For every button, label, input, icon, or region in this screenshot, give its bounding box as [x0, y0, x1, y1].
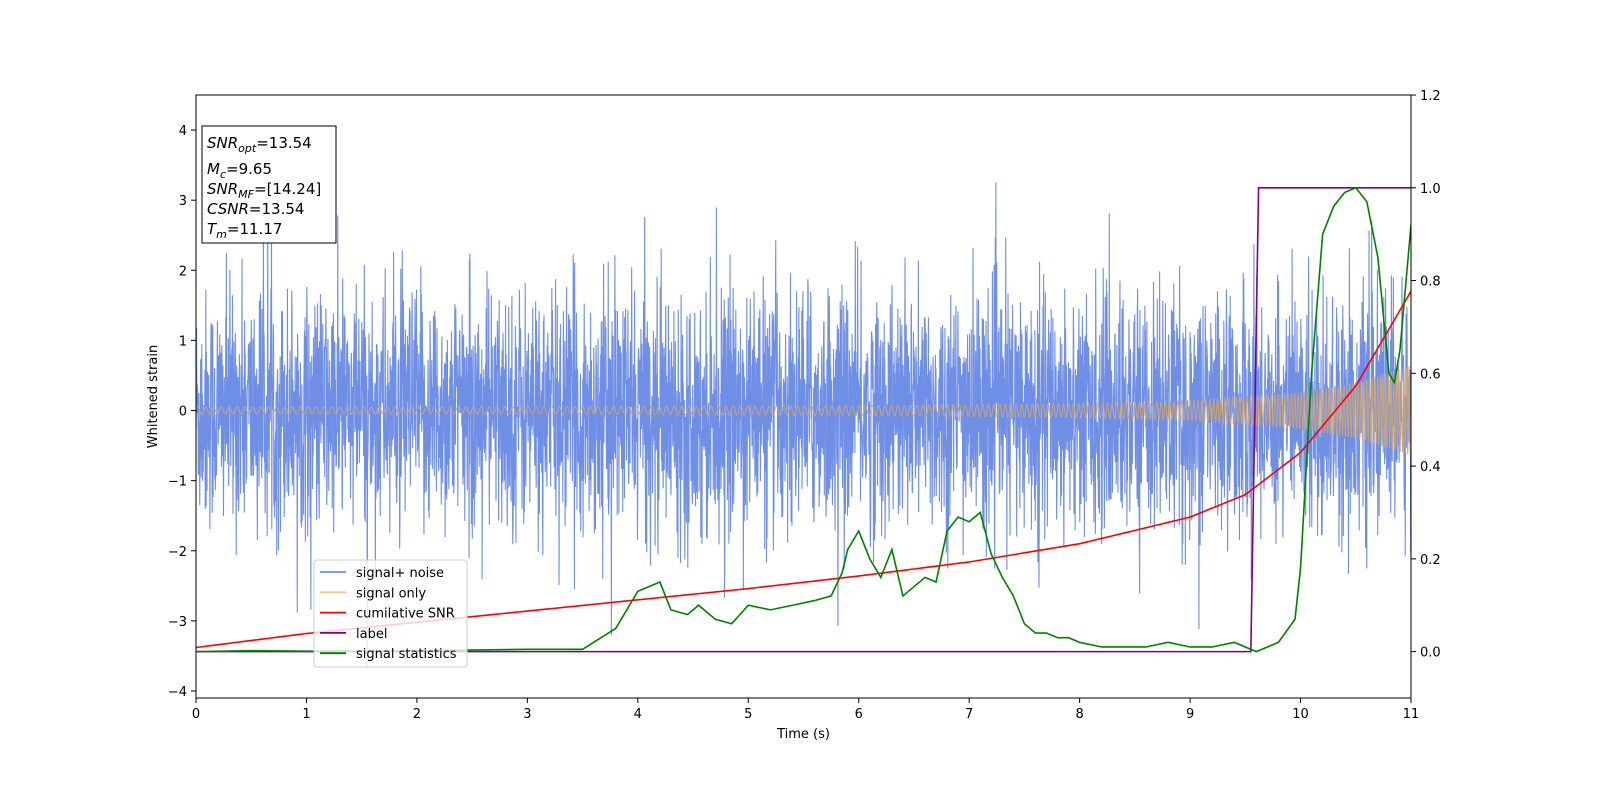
- x-tick-label: 10: [1292, 707, 1309, 722]
- y-tick-label: −2: [168, 545, 187, 560]
- y2-tick-label: 0.4: [1420, 460, 1441, 475]
- y2-tick-label: 0.0: [1420, 646, 1441, 661]
- x-tick-label: 6: [855, 707, 863, 722]
- series-signal-noise: [196, 182, 1411, 668]
- x-tick-label: 7: [965, 707, 973, 722]
- x-tick-label: 3: [523, 707, 531, 722]
- x-tick-label: 0: [192, 707, 200, 722]
- x-tick-label: 2: [413, 707, 421, 722]
- annotation-line: SNRMF=[14.24]: [207, 180, 321, 201]
- x-tick-label: 11: [1403, 707, 1420, 722]
- y-tick-label: 3: [179, 194, 187, 209]
- series-signal-only: [196, 366, 1411, 455]
- series-signal-statistics: [196, 186, 1411, 653]
- y2-tick-label: 0.2: [1420, 553, 1441, 568]
- legend-label: cumilative SNR: [356, 607, 455, 622]
- y2-tick-label: 0.8: [1420, 275, 1441, 290]
- annotation-line: SNRopt=13.54: [207, 134, 312, 155]
- y-tick-label: 4: [179, 124, 187, 139]
- x-tick-label: 4: [634, 707, 642, 722]
- y-tick-label: −3: [168, 615, 187, 630]
- legend-label: signal only: [356, 586, 426, 601]
- legend-label: signal+ noise: [356, 566, 444, 581]
- annotation-box: SNRopt=13.54 Mc=9.65SNRMF=[14.24]CSNR=13.…: [201, 125, 337, 244]
- y2-tick-label: 1.2: [1420, 89, 1441, 104]
- annotation-frame: [201, 125, 337, 244]
- annotation-line: Tm=11.17: [207, 220, 282, 241]
- axes-frame: [195, 94, 1412, 699]
- axes: 0 1 2 3 4 5 6 7 8 9 10 11 −4 −3 −2 −1 0 1 2 3 4 0.0 0.2 0.4 0.6 0…: [146, 89, 1441, 742]
- series-label: [196, 186, 1411, 653]
- y-tick-label: 2: [179, 264, 187, 279]
- y-tick-label: 1: [179, 334, 187, 349]
- legend-label: label: [356, 627, 387, 642]
- x-tick-label: 5: [744, 707, 752, 722]
- y-axis-label: Whitened strain: [146, 345, 161, 448]
- y-tick-label: −1: [168, 475, 187, 490]
- x-tick-label: 1: [302, 707, 310, 722]
- y-tick-label: −4: [168, 685, 187, 700]
- legend-box: [313, 559, 468, 668]
- x-tick-label: 8: [1075, 707, 1083, 722]
- annotation-line: Mc=9.65: [207, 160, 272, 181]
- y2-tick-label: 1.0: [1420, 182, 1441, 197]
- legend-label: signal statistics: [356, 647, 457, 662]
- x-tick-label: 9: [1186, 707, 1194, 722]
- annotation-line: CSNR=13.54: [207, 200, 304, 218]
- x-axis-label: Time (s): [776, 727, 830, 742]
- y-tick-label: 0: [179, 405, 187, 420]
- legend: signal+ noise signal only cumilative SNR la…: [313, 559, 468, 668]
- y2-tick-label: 0.6: [1420, 367, 1441, 382]
